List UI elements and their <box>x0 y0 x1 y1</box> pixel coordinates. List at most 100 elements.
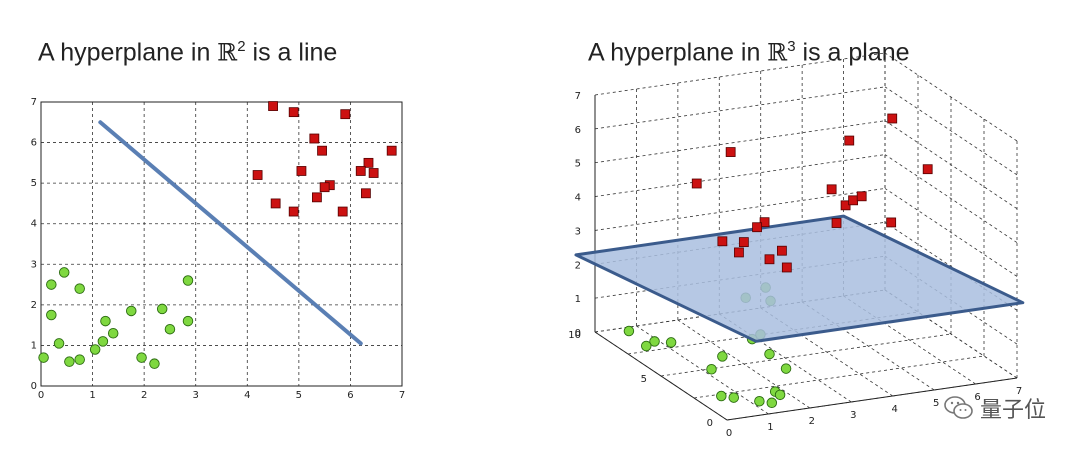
green-point-4 <box>46 309 57 321</box>
x-tick-label-7: 7 <box>399 390 405 401</box>
z-tick-label-2: 2 <box>575 260 581 271</box>
z-tick-label-6: 6 <box>575 125 581 136</box>
green-point-10 <box>706 363 717 375</box>
green-point-2 <box>641 340 652 352</box>
red-point-13 <box>360 188 371 199</box>
green-point-3 <box>182 275 194 286</box>
green-point-14 <box>38 352 49 363</box>
red-point-3 <box>309 133 320 144</box>
y-tick-label-7: 7 <box>31 97 37 108</box>
separating-line <box>98 120 363 346</box>
green-point-2 <box>74 283 85 294</box>
red-point-5 <box>831 218 842 228</box>
red-point-3 <box>826 184 837 195</box>
green-point-8 <box>182 315 194 327</box>
plot-frame <box>40 101 403 387</box>
red-point-7 <box>296 166 307 176</box>
green-point-17 <box>780 363 792 374</box>
x-tick-label-0: 0 <box>726 428 732 439</box>
green-point-11 <box>97 336 109 347</box>
red-point-4 <box>317 145 327 156</box>
red-point-17 <box>734 247 744 258</box>
side-wall-grid-z-3 <box>884 188 1018 277</box>
left-chart-title: A hyperplane in ℝ2 is a line <box>38 38 338 67</box>
green-point-10 <box>164 323 176 335</box>
back-wall-grid-z-6 <box>594 86 886 130</box>
floor-grid-x-2 <box>677 319 811 409</box>
red-point-6 <box>363 157 374 168</box>
z-tick-label-3: 3 <box>575 226 581 237</box>
back-wall-grid-z-3 <box>594 188 886 231</box>
red-point-16 <box>777 245 787 256</box>
red-point-8 <box>887 113 898 124</box>
green-point-12 <box>53 338 65 349</box>
red-point-9 <box>844 135 855 146</box>
green-point-15 <box>774 389 786 401</box>
red-point-6 <box>886 217 897 228</box>
green-point-12 <box>716 390 727 402</box>
y-axis-line <box>594 331 728 421</box>
x-tick-label-3: 3 <box>193 390 199 401</box>
green-point-7 <box>100 315 111 327</box>
floor-grid-y-1 <box>693 355 985 399</box>
red-point-2 <box>340 109 351 120</box>
red-point-4 <box>759 217 770 228</box>
x-tick-label-6: 6 <box>974 392 980 403</box>
x-axis-line <box>726 377 1018 421</box>
back-wall-grid-z-5 <box>594 120 886 164</box>
red-point-11 <box>752 222 762 233</box>
red-point-2 <box>848 195 859 206</box>
red-point-13 <box>738 237 749 248</box>
red-point-16 <box>337 206 348 217</box>
green-point-18 <box>717 351 728 362</box>
x-tick-label-3: 3 <box>850 410 856 421</box>
z-tick-label-1: 1 <box>575 294 581 305</box>
red-point-8 <box>355 166 366 176</box>
red-point-7 <box>922 164 933 175</box>
y-tick-label-6: 6 <box>31 138 37 149</box>
green-point-9 <box>107 328 119 339</box>
green-point-5 <box>125 305 137 317</box>
z-tick-label-0: 0 <box>575 328 581 339</box>
x-tick-label-5: 5 <box>296 390 302 401</box>
y-tick-label-2: 2 <box>31 300 37 311</box>
y-tick-label-1: 5 <box>641 374 647 385</box>
red-point-0 <box>725 147 736 157</box>
right-chart-title: A hyperplane in ℝ3 is a plane <box>588 38 910 67</box>
green-point-0 <box>623 325 635 337</box>
green-point-0 <box>58 267 70 278</box>
y-tick-label-1: 1 <box>31 340 37 351</box>
green-point-14 <box>754 395 765 407</box>
side-wall-grid-z-5 <box>884 120 1018 210</box>
z-tick-label-7: 7 <box>575 91 581 102</box>
red-point-15 <box>781 262 792 273</box>
back-wall-grid-z-7 <box>594 52 886 96</box>
side-wall-grid-z-7 <box>884 52 1018 142</box>
x-tick-label-4: 4 <box>892 404 898 415</box>
x-tick-label-1: 1 <box>767 422 773 433</box>
side-wall-grid-z-6 <box>884 86 1018 176</box>
watermark: 量子位 <box>944 392 1046 424</box>
green-point-1 <box>46 279 57 290</box>
y-tick-label-0: 0 <box>31 381 37 392</box>
y-tick-label-0: 0 <box>707 418 713 429</box>
green-point-18 <box>149 358 160 369</box>
red-point-17 <box>288 206 299 217</box>
red-point-14 <box>764 254 775 265</box>
x-tick-label-0: 0 <box>38 390 44 401</box>
x-tick-label-5: 5 <box>933 398 939 409</box>
y-tick-label-3: 3 <box>31 259 37 270</box>
red-point-5 <box>386 145 397 156</box>
x-tick-label-4: 4 <box>244 390 250 401</box>
red-point-1 <box>840 200 851 211</box>
y-tick-label-4: 4 <box>31 219 37 230</box>
side-wall-grid-z-4 <box>884 154 1018 243</box>
watermark-text: 量子位 <box>979 398 1046 423</box>
green-point-13 <box>728 392 739 403</box>
red-point-18 <box>856 191 867 202</box>
green-point-16 <box>766 397 778 409</box>
red-point-10 <box>252 170 263 180</box>
green-point-3 <box>665 337 677 348</box>
